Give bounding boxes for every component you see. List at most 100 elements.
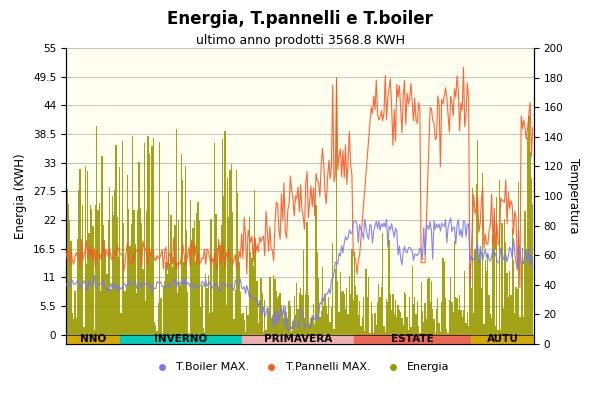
Bar bbox=[188, 333, 190, 335]
Bar bbox=[160, 298, 161, 335]
Bar bbox=[432, 310, 433, 335]
Bar bbox=[157, 331, 158, 335]
Bar bbox=[268, 311, 269, 335]
Bar bbox=[109, 187, 110, 335]
Bar bbox=[439, 324, 440, 335]
Bar bbox=[318, 278, 319, 335]
Bar bbox=[452, 312, 454, 335]
Bar bbox=[284, 307, 286, 335]
Bar bbox=[469, 264, 470, 335]
Bar bbox=[391, 310, 392, 335]
Bar bbox=[421, 282, 422, 335]
Bar bbox=[416, 301, 418, 335]
Bar bbox=[128, 210, 130, 335]
Bar bbox=[301, 296, 302, 335]
Bar bbox=[355, 286, 356, 335]
Bar bbox=[290, 306, 291, 335]
Bar bbox=[81, 251, 82, 335]
Bar bbox=[123, 223, 124, 335]
Bar bbox=[473, 313, 475, 335]
Bar bbox=[323, 306, 325, 335]
Bar bbox=[262, 293, 263, 335]
Bar bbox=[170, 214, 172, 335]
Bar bbox=[448, 332, 449, 335]
Bar bbox=[158, 303, 159, 335]
Bar bbox=[319, 317, 320, 335]
Bar bbox=[148, 136, 149, 335]
Bar bbox=[70, 241, 72, 335]
Bar bbox=[141, 223, 142, 335]
Bar bbox=[310, 318, 311, 335]
Bar bbox=[205, 274, 206, 335]
Bar bbox=[377, 302, 378, 335]
Bar bbox=[66, 335, 120, 343]
Bar bbox=[431, 281, 432, 335]
Bar bbox=[392, 294, 394, 335]
Bar bbox=[508, 298, 509, 335]
Bar bbox=[414, 297, 415, 335]
Bar bbox=[430, 302, 431, 335]
Bar bbox=[237, 192, 238, 335]
Bar bbox=[164, 281, 166, 335]
Bar bbox=[247, 315, 249, 335]
Bar bbox=[471, 335, 534, 343]
Bar bbox=[217, 248, 218, 335]
Bar bbox=[351, 250, 353, 335]
Bar bbox=[130, 246, 131, 335]
Bar bbox=[92, 226, 94, 335]
Bar bbox=[397, 305, 399, 335]
Bar bbox=[406, 316, 408, 335]
Bar bbox=[159, 142, 160, 335]
Bar bbox=[79, 169, 81, 335]
Bar bbox=[96, 126, 97, 335]
Bar bbox=[95, 205, 96, 335]
Bar bbox=[115, 145, 116, 335]
Bar bbox=[526, 250, 527, 335]
Bar bbox=[385, 332, 386, 335]
Bar bbox=[479, 246, 481, 335]
Bar bbox=[213, 259, 214, 335]
Bar bbox=[68, 204, 69, 335]
Bar bbox=[228, 217, 229, 335]
Bar bbox=[259, 300, 260, 335]
Bar bbox=[208, 275, 209, 335]
Bar bbox=[90, 205, 91, 335]
Bar bbox=[486, 271, 487, 335]
Bar bbox=[295, 315, 296, 335]
Bar bbox=[388, 240, 390, 335]
Bar bbox=[104, 240, 105, 335]
Bar bbox=[522, 248, 523, 335]
Bar bbox=[241, 335, 354, 343]
Bar bbox=[124, 291, 125, 335]
Bar bbox=[241, 314, 242, 335]
Bar bbox=[209, 313, 210, 335]
Text: ESTATE: ESTATE bbox=[391, 334, 434, 344]
Bar bbox=[373, 333, 374, 335]
Bar bbox=[256, 282, 257, 335]
Bar bbox=[371, 302, 372, 335]
Bar bbox=[340, 272, 341, 335]
Bar bbox=[136, 293, 137, 335]
Bar bbox=[178, 220, 179, 335]
Bar bbox=[451, 302, 452, 335]
Bar bbox=[510, 295, 512, 335]
Y-axis label: Temperatura: Temperatura bbox=[567, 158, 580, 234]
Bar bbox=[167, 274, 168, 335]
Bar bbox=[194, 220, 195, 335]
Bar bbox=[503, 308, 504, 335]
Bar bbox=[182, 180, 184, 335]
Bar bbox=[245, 332, 246, 335]
Bar bbox=[161, 332, 163, 335]
Bar bbox=[94, 330, 95, 335]
Bar bbox=[246, 306, 247, 335]
Bar bbox=[307, 222, 308, 335]
Bar bbox=[484, 324, 485, 335]
Bar bbox=[400, 312, 401, 335]
Bar bbox=[412, 266, 413, 335]
Bar bbox=[212, 312, 213, 335]
Bar bbox=[472, 188, 473, 335]
Bar bbox=[265, 330, 266, 335]
Bar bbox=[113, 216, 114, 335]
Bar bbox=[390, 294, 391, 335]
Bar bbox=[386, 299, 387, 335]
